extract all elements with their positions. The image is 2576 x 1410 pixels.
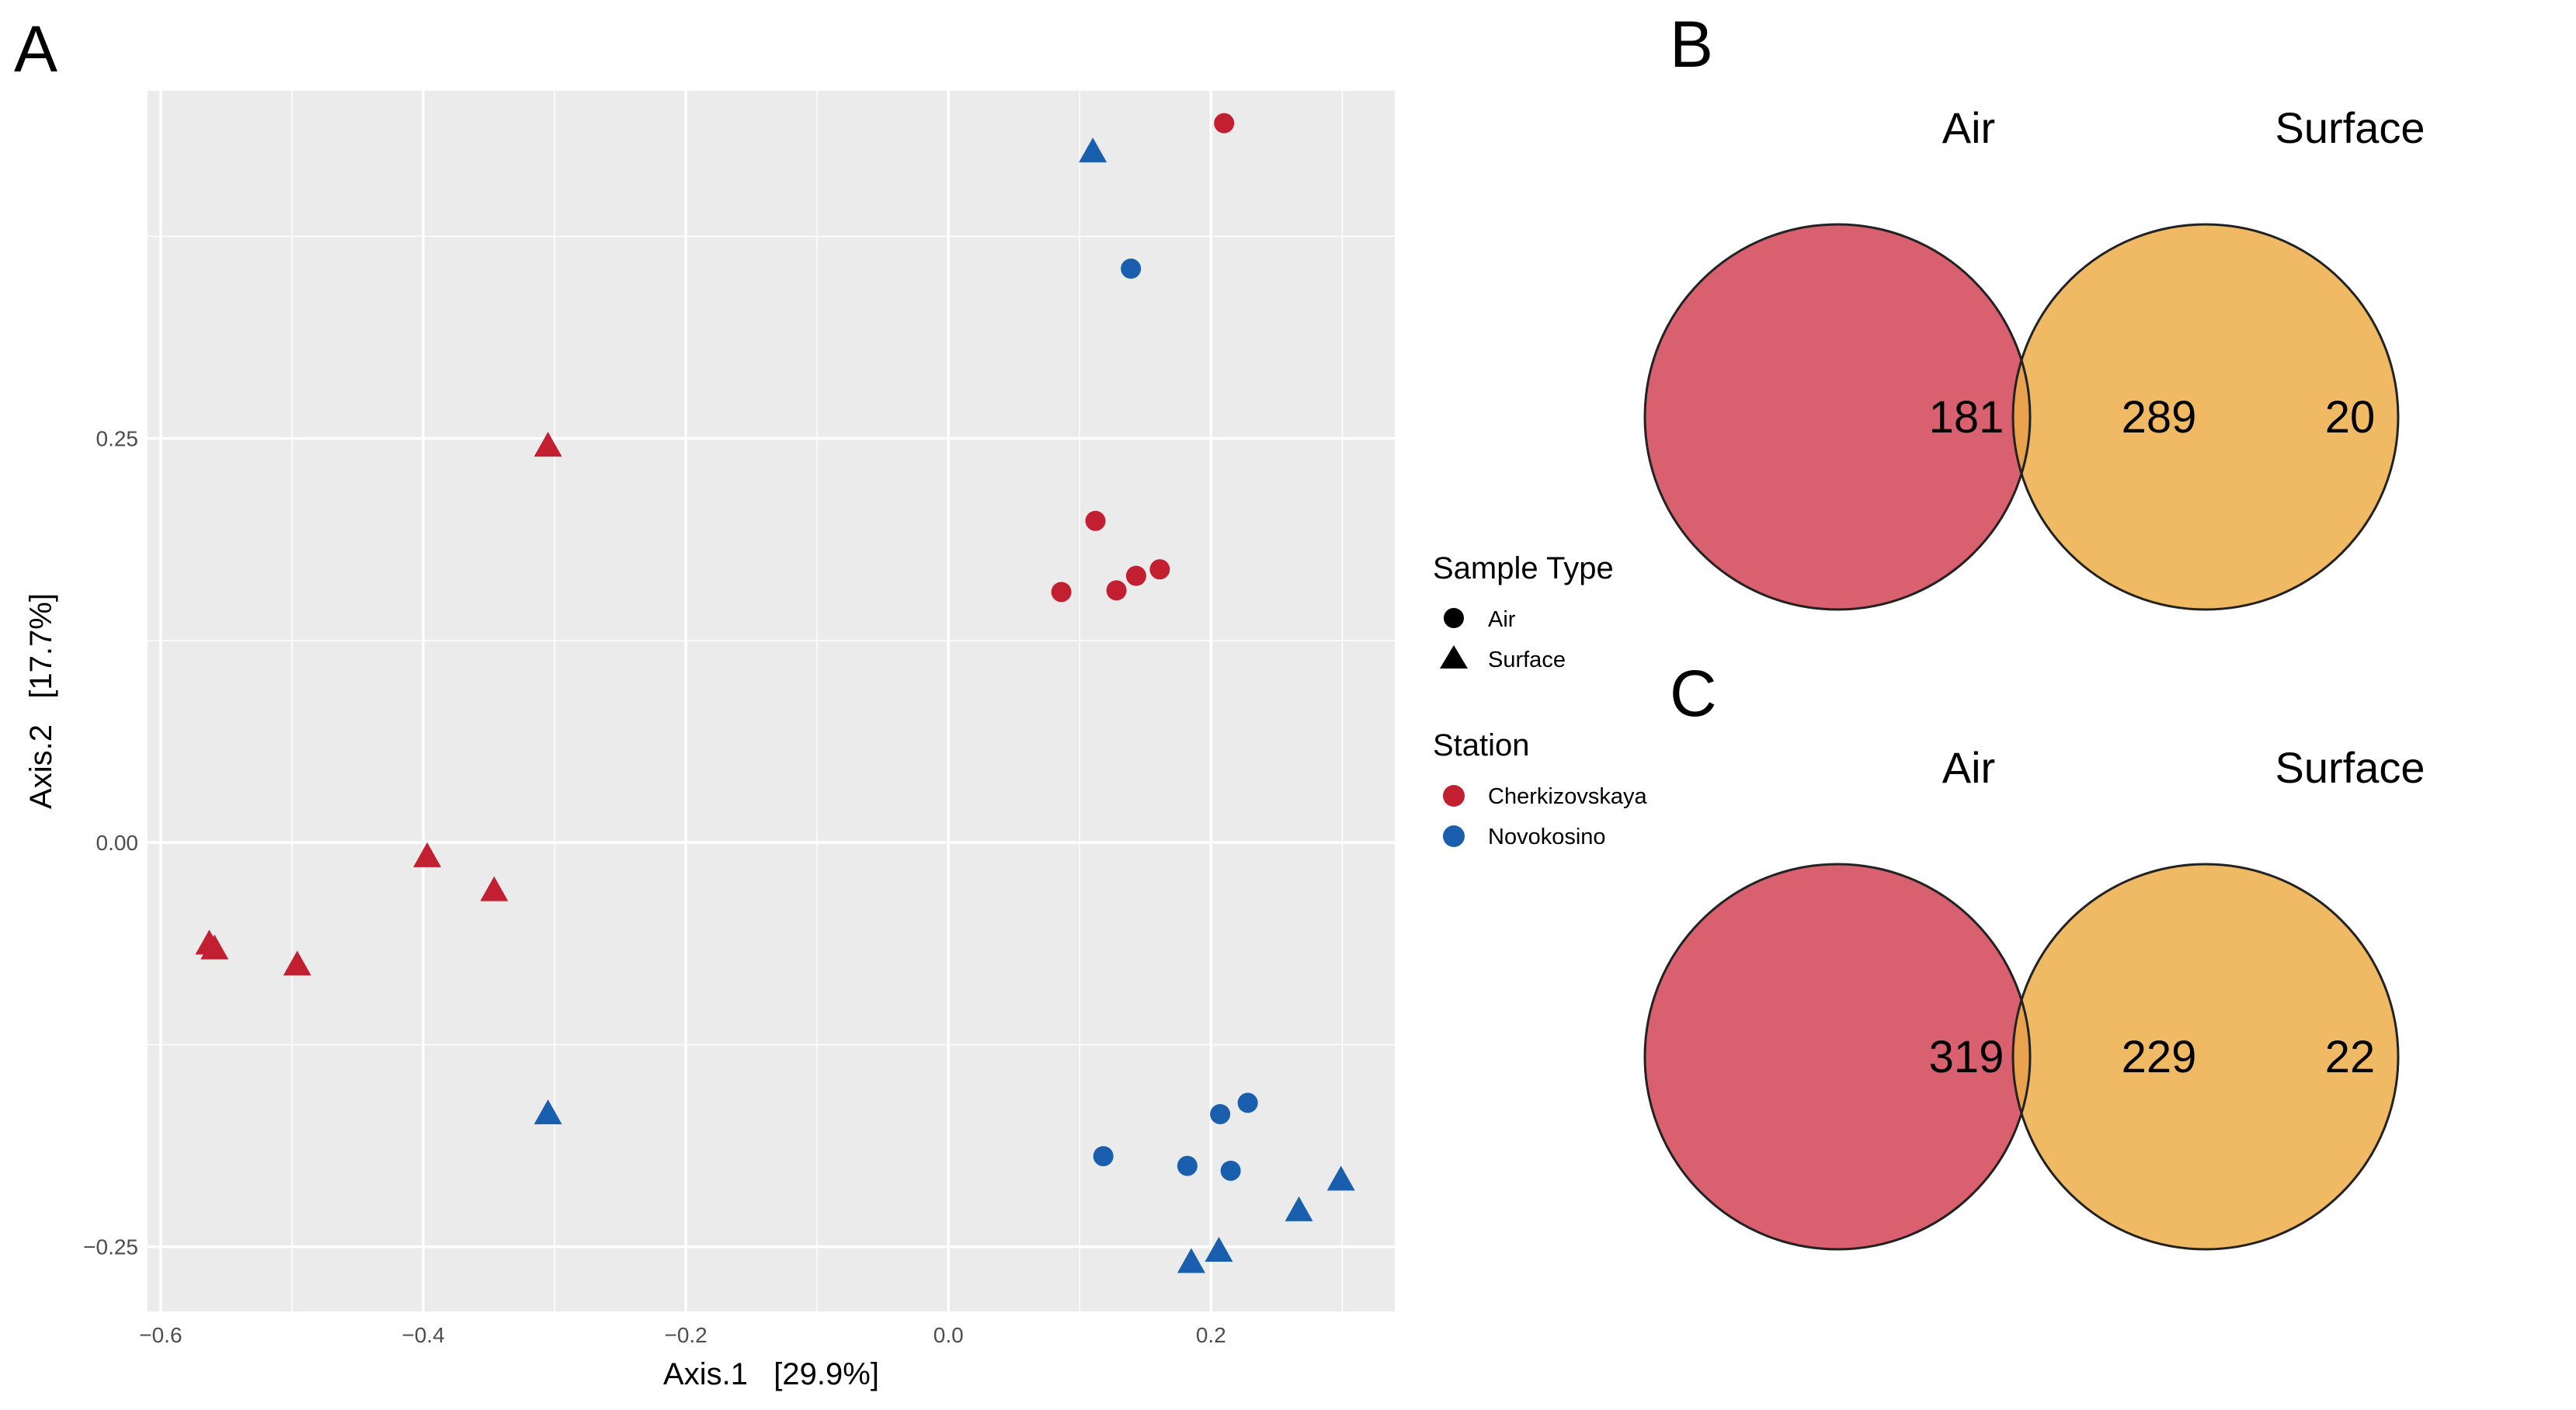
legend-key-cherkizovskaya xyxy=(1443,785,1465,807)
legend-label-cherkizovskaya: Cherkizovskaya xyxy=(1488,784,1648,809)
x-tick-label: −0.6 xyxy=(139,1323,182,1347)
venn-b-surface-only-count: 20 xyxy=(2325,392,2376,443)
scatter-point-cherkizovskaya-air xyxy=(1085,510,1106,531)
x-tick-label: −0.2 xyxy=(664,1323,707,1347)
minor-gridlines xyxy=(148,91,1395,1311)
scatter-point-novokosino-surface xyxy=(1205,1236,1233,1262)
legend-title-station: Station xyxy=(1433,728,1530,762)
scatter-point-cherkizovskaya-air xyxy=(1125,565,1146,586)
panel-label-c: C xyxy=(1670,657,1717,730)
venn-b-title-air: Air xyxy=(1942,103,1995,152)
y-tick-label: 0.25 xyxy=(96,427,139,451)
legend-title-sample-type: Sample Type xyxy=(1433,551,1614,585)
scatter-point-novokosino-surface xyxy=(1177,1248,1205,1273)
scatter-point-novokosino-air xyxy=(1237,1092,1258,1113)
venn-b-title-surface: Surface xyxy=(2275,103,2425,152)
panel-label-a: A xyxy=(14,12,57,85)
plot-background xyxy=(148,91,1395,1311)
venn-c-overlap-count: 229 xyxy=(2122,1032,2197,1082)
legend-key-novokosino xyxy=(1443,825,1465,847)
panel-a: A −0.6 −0.4 −0.2 0.0 0.2 −0.25 0.00 0.25… xyxy=(14,12,1395,1391)
x-axis-ticks: −0.6 −0.4 −0.2 0.0 0.2 xyxy=(139,1323,1226,1347)
scatter-point-novokosino-air xyxy=(1121,259,1142,280)
legend: Sample Type Air Surface Station Cherkizo… xyxy=(1433,551,1648,849)
y-axis-title: Axis.2 [17.7%] xyxy=(24,593,58,809)
venn-c-surface-circle xyxy=(2013,864,2398,1249)
scatter-point-novokosino-air xyxy=(1220,1160,1241,1181)
legend-key-circle xyxy=(1444,608,1464,628)
x-tick-label: 0.2 xyxy=(1196,1323,1226,1347)
scatter-point-cherkizovskaya-air xyxy=(1106,580,1127,601)
scatter-point-novokosino-air xyxy=(1210,1103,1231,1124)
venn-c-air-outline xyxy=(1643,863,2032,1251)
x-axis-title: Axis.1 [29.9%] xyxy=(663,1357,879,1391)
scatter-point-novokosino-surface xyxy=(534,1099,562,1124)
x-tick-label: 0.0 xyxy=(933,1323,964,1347)
scatter-points xyxy=(195,113,1355,1273)
venn-b-air-circle xyxy=(1645,224,2030,609)
venn-c-title-surface: Surface xyxy=(2275,743,2425,792)
venn-b-surface-circle xyxy=(2013,224,2398,609)
scatter-point-novokosino-air xyxy=(1093,1146,1114,1167)
venn-b-air-outline xyxy=(1643,223,2032,611)
venn-c-air-circle xyxy=(1645,864,2030,1249)
venn-c-surface-outline xyxy=(2011,863,2400,1251)
panel-c: C Air Surface 319 229 22 xyxy=(1643,657,2425,1251)
venn-b-overlap-count: 289 xyxy=(2122,392,2197,443)
venn-b-air-only-count: 181 xyxy=(1929,392,2004,443)
scatter-point-novokosino-air xyxy=(1177,1155,1198,1176)
venn-b-surface-outline xyxy=(2011,223,2400,611)
panel-label-b: B xyxy=(1670,8,1713,81)
scatter-point-cherkizovskaya-surface xyxy=(480,876,509,901)
legend-key-triangle xyxy=(1440,645,1468,669)
scatter-point-cherkizovskaya-surface xyxy=(283,950,311,976)
major-gridlines xyxy=(148,91,1395,1311)
y-tick-label: −0.25 xyxy=(83,1235,138,1259)
y-tick-label: 0.00 xyxy=(96,831,139,855)
venn-c-air-only-count: 319 xyxy=(1929,1032,2004,1082)
scatter-point-cherkizovskaya-surface xyxy=(413,842,442,867)
legend-label-air: Air xyxy=(1488,607,1516,632)
legend-label-surface: Surface xyxy=(1488,648,1566,672)
venn-c-title-air: Air xyxy=(1942,743,1995,792)
scatter-point-novokosino-surface xyxy=(1079,137,1107,163)
scatter-point-cherkizovskaya-air xyxy=(1149,559,1170,580)
scatter-point-cherkizovskaya-surface xyxy=(534,432,562,457)
x-tick-label: −0.4 xyxy=(402,1323,444,1347)
scatter-point-cherkizovskaya-air xyxy=(1214,113,1235,134)
y-axis-ticks: −0.25 0.00 0.25 xyxy=(83,427,138,1259)
legend-label-novokosino: Novokosino xyxy=(1488,825,1606,849)
panel-b: B Air Surface 181 289 20 xyxy=(1643,8,2425,611)
scatter-point-cherkizovskaya-air xyxy=(1051,582,1072,603)
venn-c-surface-only-count: 22 xyxy=(2325,1032,2376,1082)
scatter-point-novokosino-surface xyxy=(1326,1165,1355,1191)
scatter-point-novokosino-surface xyxy=(1285,1196,1313,1221)
scatter-point-cherkizovskaya-surface xyxy=(200,934,229,960)
